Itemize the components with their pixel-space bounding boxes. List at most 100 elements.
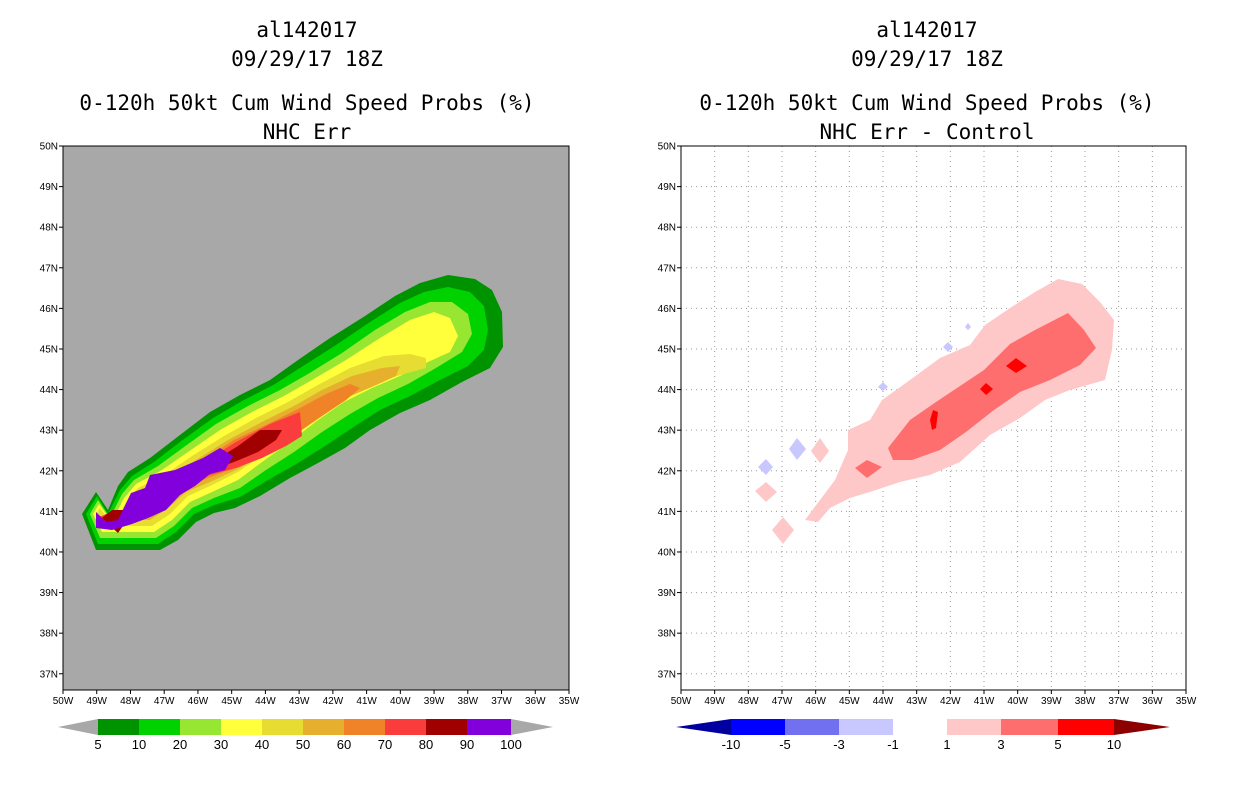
lat-tick-label: 42N <box>40 466 58 477</box>
diff-contour-plus-3 <box>855 460 882 478</box>
right-colorbar-swatch <box>839 719 893 735</box>
lat-tick-label: 39N <box>40 588 58 599</box>
lon-tick-label: 35W <box>1176 696 1197 707</box>
left-colorbar-label: 20 <box>173 737 187 752</box>
right-colorbar-low-arrow <box>676 719 731 735</box>
lon-tick-label: 37W <box>1108 696 1129 707</box>
lon-tick-label: 37W <box>491 696 512 707</box>
lat-tick-label: 49N <box>658 182 676 193</box>
left-map-frame <box>62 145 570 691</box>
lat-tick-label: 50N <box>40 142 58 153</box>
left-colorbar-swatch <box>467 719 511 735</box>
right-colorbar-label: -10 <box>722 737 741 752</box>
lon-tick-label: 48W <box>120 696 141 707</box>
right-colorbar-swatch <box>785 719 839 735</box>
left-colorbar-high-arrow <box>511 719 553 735</box>
lon-tick-label: 47W <box>154 696 175 707</box>
lon-tick-label: 42W <box>940 696 961 707</box>
lon-tick-label: 45W <box>839 696 860 707</box>
right-difference-contours <box>755 279 1114 544</box>
left-colorbar-swatch <box>426 719 467 735</box>
lon-tick-label: 36W <box>525 696 546 707</box>
lat-tick-label: 39N <box>658 588 676 599</box>
lat-tick-label: 49N <box>40 182 58 193</box>
diff-contour-minus-1 <box>878 382 888 391</box>
left-colorbar-label: 5 <box>94 737 101 752</box>
right-title-product: 0-120h 50kt Cum Wind Speed Probs (%) <box>699 91 1154 115</box>
lat-tick-label: 47N <box>658 263 676 274</box>
left-colorbar-label: 50 <box>296 737 310 752</box>
diff-contour-minus-1 <box>965 323 971 330</box>
lat-tick-label: 42N <box>658 466 676 477</box>
lat-tick-label: 47N <box>40 263 58 274</box>
left-colorbar-label: 60 <box>337 737 351 752</box>
right-title-storm-id: al142017 <box>876 18 977 42</box>
right-lon-ticks: 50W 49W 48W 47W 46W 45W 44W 43W 42W 41W 40W 39W 38W 3… <box>671 690 1197 707</box>
right-colorbar-labels: -10 -5 -3 -1 1 3 5 10 <box>722 737 1122 752</box>
lat-tick-label: 43N <box>658 426 676 437</box>
left-colorbar-swatch <box>385 719 426 735</box>
left-title-product: 0-120h 50kt Cum Wind Speed Probs (%) <box>79 91 534 115</box>
right-colorbar-swatch <box>1058 719 1114 735</box>
lat-tick-label: 45N <box>40 344 58 355</box>
right-colorbar-high-arrow <box>1114 719 1170 735</box>
right-title-subtitle: NHC Err - Control <box>820 120 1035 144</box>
lon-tick-label: 38W <box>1075 696 1096 707</box>
left-title-datetime: 09/29/17 18Z <box>231 47 383 71</box>
left-colorbar-label: 80 <box>419 737 433 752</box>
lat-tick-label: 44N <box>40 385 58 396</box>
right-colorbar-label: -5 <box>779 737 791 752</box>
left-colorbar-swatch <box>262 719 303 735</box>
lat-tick-label: 37N <box>658 669 676 680</box>
lon-tick-label: 46W <box>805 696 826 707</box>
left-colorbar-low-arrow <box>58 719 98 735</box>
lat-tick-label: 43N <box>40 426 58 437</box>
right-colorbar-label: 1 <box>943 737 950 752</box>
lon-tick-label: 42W <box>323 696 344 707</box>
left-probability-contours <box>82 275 503 550</box>
right-colorbar-swatch <box>893 719 947 735</box>
right-colorbar-label: 3 <box>997 737 1004 752</box>
diff-contour-minus-1 <box>758 459 773 475</box>
lat-tick-label: 44N <box>658 385 676 396</box>
right-map-frame <box>680 145 1187 691</box>
left-colorbar-swatch <box>303 719 344 735</box>
contour-90 <box>96 448 233 530</box>
lon-tick-label: 38W <box>458 696 479 707</box>
lon-tick-label: 35W <box>559 696 580 707</box>
lon-tick-label: 50W <box>53 696 74 707</box>
left-lon-ticks: 50W 49W 48W 47W 46W 45W 44W 43W 42W 41W 40W 39W 38W 3… <box>53 690 580 707</box>
diff-contour-plus-1 <box>772 517 794 544</box>
right-colorbar-swatch <box>1001 719 1058 735</box>
right-colorbar-label: -1 <box>887 737 899 752</box>
lon-tick-label: 48W <box>738 696 759 707</box>
left-colorbar-label: 90 <box>460 737 474 752</box>
lat-tick-label: 40N <box>658 547 676 558</box>
lon-tick-label: 47W <box>772 696 793 707</box>
diff-contour-plus-1 <box>755 482 777 502</box>
lon-tick-label: 46W <box>188 696 209 707</box>
right-colorbar-label: 5 <box>1054 737 1061 752</box>
lat-tick-label: 48N <box>658 223 676 234</box>
diff-contour-minus-1 <box>943 342 953 352</box>
right-lat-ticks: 50N 49N 48N 47N 46N 45N 44N 43N 42N 41N 40N 39N 38N 3… <box>658 142 681 680</box>
right-colorbar-swatch <box>731 719 785 735</box>
lat-tick-label: 46N <box>658 304 676 315</box>
left-colorbar-label: 10 <box>132 737 146 752</box>
diff-contour-minus-1 <box>789 438 806 460</box>
lon-tick-label: 49W <box>704 696 725 707</box>
left-colorbar-label: 30 <box>214 737 228 752</box>
left-colorbar-swatch <box>98 719 139 735</box>
right-panel: al142017 09/29/17 18Z 0-120h 50kt Cum Wi… <box>658 18 1197 752</box>
lon-tick-label: 41W <box>974 696 995 707</box>
right-colorbar: -10 -5 -3 -1 1 3 5 10 <box>676 719 1170 752</box>
left-colorbar-label: 100 <box>500 737 522 752</box>
lat-tick-label: 38N <box>40 629 58 640</box>
lon-tick-label: 49W <box>86 696 107 707</box>
right-colorbar-label: -3 <box>833 737 845 752</box>
lon-tick-label: 45W <box>221 696 242 707</box>
left-title-storm-id: al142017 <box>256 18 357 42</box>
right-colorbar-label: 10 <box>1107 737 1121 752</box>
lat-tick-label: 40N <box>40 547 58 558</box>
